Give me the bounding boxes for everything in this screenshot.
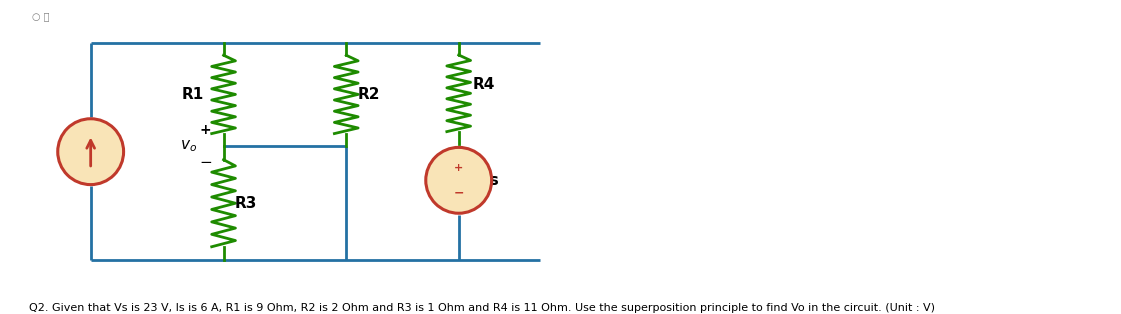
Circle shape — [426, 147, 492, 213]
Text: $v_o$: $v_o$ — [180, 138, 197, 154]
Text: R2: R2 — [358, 87, 380, 102]
Text: −: − — [198, 155, 212, 170]
Text: ○ 🍾: ○ 🍾 — [33, 11, 50, 21]
Circle shape — [58, 119, 123, 185]
Text: R3: R3 — [234, 196, 257, 211]
Text: +: + — [200, 122, 211, 137]
Text: +: + — [454, 163, 463, 173]
Text: Is: Is — [59, 144, 74, 159]
Text: R1: R1 — [182, 87, 204, 102]
Text: −: − — [454, 186, 464, 199]
Text: Vs: Vs — [479, 173, 500, 188]
Text: Q2. Given that Vs is 23 V, Is is 6 A, R1 is 9 Ohm, R2 is 2 Ohm and R3 is 1 Ohm a: Q2. Given that Vs is 23 V, Is is 6 A, R1… — [29, 303, 935, 313]
Text: R4: R4 — [472, 77, 494, 92]
